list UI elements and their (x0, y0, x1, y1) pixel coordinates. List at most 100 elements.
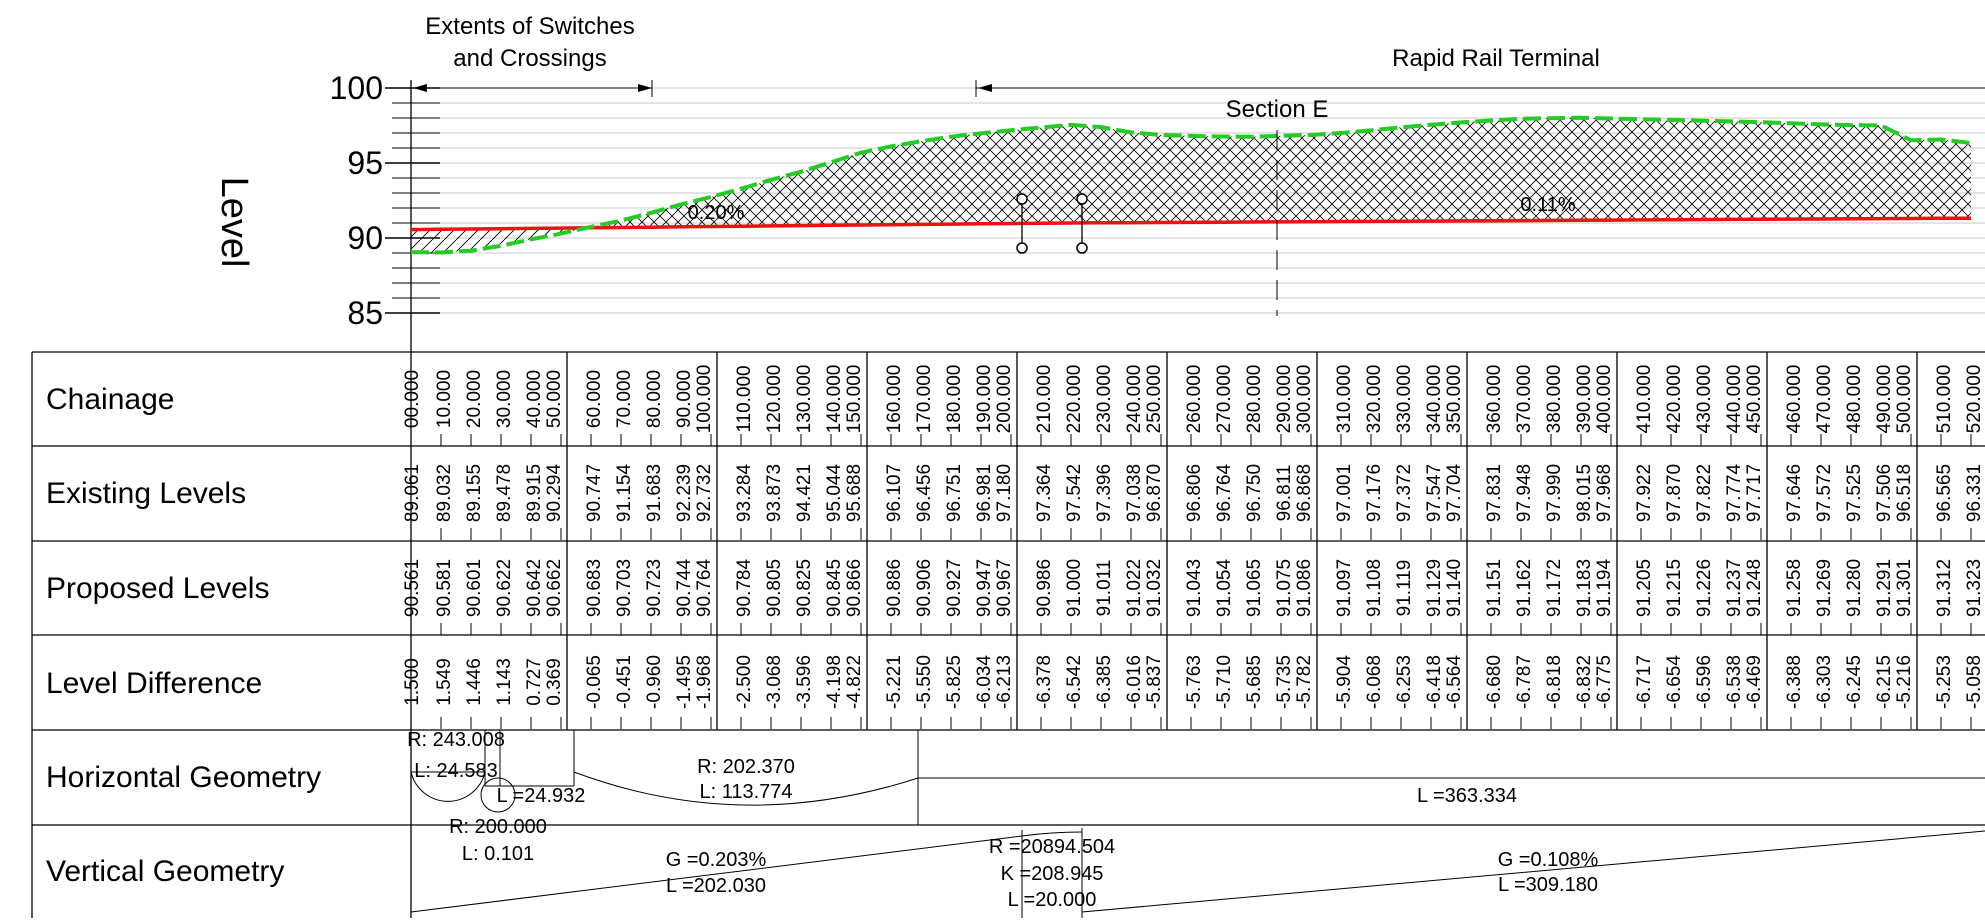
proposed-level-value: 90.784 (734, 559, 755, 618)
level-difference-value: -5.904 (1334, 655, 1355, 709)
level-difference-value: 0.369 (544, 658, 565, 706)
level-tick-label: 90 (347, 220, 383, 256)
level-difference-value: 1.143 (494, 658, 515, 706)
horizontal-geometry-diagram (410, 730, 1985, 825)
proposed-level-value: 91.183 (1574, 559, 1595, 617)
existing-level-value: 97.646 (1784, 464, 1805, 522)
level-marker-2 (1076, 193, 1088, 254)
vg-grade1-percent: G =0.203% (666, 849, 767, 871)
level-difference-value: -5.782 (1294, 655, 1315, 709)
existing-level-value: 96.751 (944, 464, 965, 522)
existing-level-value: 97.572 (1814, 464, 1835, 522)
hz-curve2-radius: R: 200.000 (449, 816, 547, 838)
existing-level-value: 97.968 (1594, 464, 1615, 522)
vg-grade2-percent: G =0.108% (1498, 849, 1599, 871)
chainage-value: 440.000 (1724, 365, 1745, 434)
proposed-level-value: 90.744 (674, 559, 695, 618)
chainage-value: 390.000 (1574, 365, 1595, 434)
level-difference-value: -1.968 (694, 655, 715, 709)
level-tick-label: 85 (347, 295, 383, 331)
existing-level-value: 96.750 (1244, 464, 1265, 522)
level-difference-value: -6.303 (1814, 655, 1835, 709)
level-difference-value: 1.549 (434, 658, 455, 706)
level-difference-value: -5.763 (1184, 655, 1205, 709)
proposed-level-value: 91.162 (1514, 559, 1535, 617)
level-difference-value: -5.825 (944, 655, 965, 709)
chainage-value: 40.000 (524, 370, 545, 428)
proposed-level-value: 90.866 (844, 559, 865, 617)
existing-level-value: 97.774 (1724, 464, 1745, 523)
proposed-level-value: 91.054 (1214, 559, 1235, 618)
existing-level-value: 96.764 (1214, 464, 1235, 523)
vg-grade2-length: L =309.180 (1498, 874, 1598, 896)
level-axis-ticks: 100 95 90 85 (330, 70, 440, 331)
proposed-level-value: 90.581 (434, 559, 455, 617)
proposed-level-value: 90.703 (614, 559, 635, 617)
level-difference-value: -5.253 (1934, 655, 1955, 709)
chainage-value: 470.000 (1814, 365, 1835, 434)
proposed-level-value: 91.194 (1594, 559, 1615, 618)
level-tick-label: 100 (330, 70, 383, 106)
proposed-level-value: 91.129 (1424, 559, 1445, 617)
chainage-value: 520.000 (1964, 365, 1985, 434)
level-difference-value: -5.550 (914, 655, 935, 709)
existing-level-value: 97.038 (1124, 464, 1145, 522)
proposed-level-value: 91.108 (1364, 559, 1385, 617)
vg-grade1-length: L =202.030 (666, 875, 766, 897)
chainage-value: 180.000 (944, 365, 965, 434)
proposed-level-value: 90.662 (544, 559, 565, 617)
chainage-value: 340.000 (1424, 365, 1445, 434)
row-label-proposed-levels: Proposed Levels (46, 572, 269, 605)
existing-level-value: 97.542 (1064, 464, 1085, 522)
existing-level-value: 96.331 (1964, 464, 1985, 522)
chainage-value: 90.000 (674, 370, 695, 428)
hz-curve3-length: L: 113.774 (699, 781, 792, 803)
chainage-value: 320.000 (1364, 365, 1385, 434)
existing-level-value: 91.683 (644, 464, 665, 522)
existing-level-line (410, 115, 1972, 255)
chainage-value: 300.000 (1294, 365, 1315, 434)
proposed-level-value: 91.248 (1744, 559, 1765, 617)
existing-level-value: 93.284 (734, 464, 755, 523)
switches-label-line2: and Crossings (453, 45, 606, 72)
proposed-level-value: 91.323 (1964, 559, 1985, 617)
level-difference-value: -6.034 (974, 655, 995, 709)
chainage-value: 410.000 (1634, 365, 1655, 434)
chainage-value: 220.000 (1064, 365, 1085, 434)
chainage-value: 120.000 (764, 365, 785, 434)
proposed-level-value: 90.986 (1034, 559, 1055, 617)
existing-level-value: 97.372 (1394, 464, 1415, 522)
level-difference-value: -6.253 (1394, 655, 1415, 709)
level-difference-value: -5.837 (1144, 655, 1165, 709)
existing-level-value: 97.704 (1444, 464, 1465, 523)
level-difference-value: -6.787 (1514, 655, 1535, 709)
station-columns: 00.000 89.061 90.561 1.500 10.000 89.032 90.58… (402, 365, 1985, 729)
section-label: Section E (1226, 96, 1329, 123)
chainage-value: 350.000 (1444, 365, 1465, 434)
chainage-value: 210.000 (1034, 365, 1055, 434)
level-difference-value: -3.068 (764, 655, 785, 709)
proposed-level-value: 91.086 (1294, 559, 1315, 617)
hz-straight2-length: L =363.334 (1417, 785, 1517, 807)
row-label-level-difference: Level Difference (46, 667, 262, 700)
level-difference-value: -6.775 (1594, 655, 1615, 709)
chainage-value: 140.000 (824, 365, 845, 434)
chainage-value: 270.000 (1214, 365, 1235, 434)
existing-level-value: 97.180 (994, 464, 1015, 522)
chainage-value: 280.000 (1244, 365, 1265, 434)
chainage-value: 20.000 (464, 370, 485, 428)
existing-level-value: 96.870 (1144, 464, 1165, 522)
existing-level-value: 92.732 (694, 464, 715, 522)
chainage-value: 130.000 (794, 365, 815, 434)
existing-level-value: 97.948 (1514, 464, 1535, 522)
terminal-extent-dimension (975, 80, 1985, 97)
fill-hatch-area (411, 226, 591, 253)
hz-curve3-radius: R: 202.370 (697, 756, 795, 778)
proposed-level-value: 91.301 (1894, 559, 1915, 617)
vg-curve-length: L =20.000 (1008, 889, 1097, 911)
existing-level-value: 90.747 (584, 464, 605, 522)
existing-level-value: 94.421 (794, 464, 815, 522)
level-difference-value: -3.596 (794, 655, 815, 709)
proposed-level-value: 91.205 (1634, 559, 1655, 617)
